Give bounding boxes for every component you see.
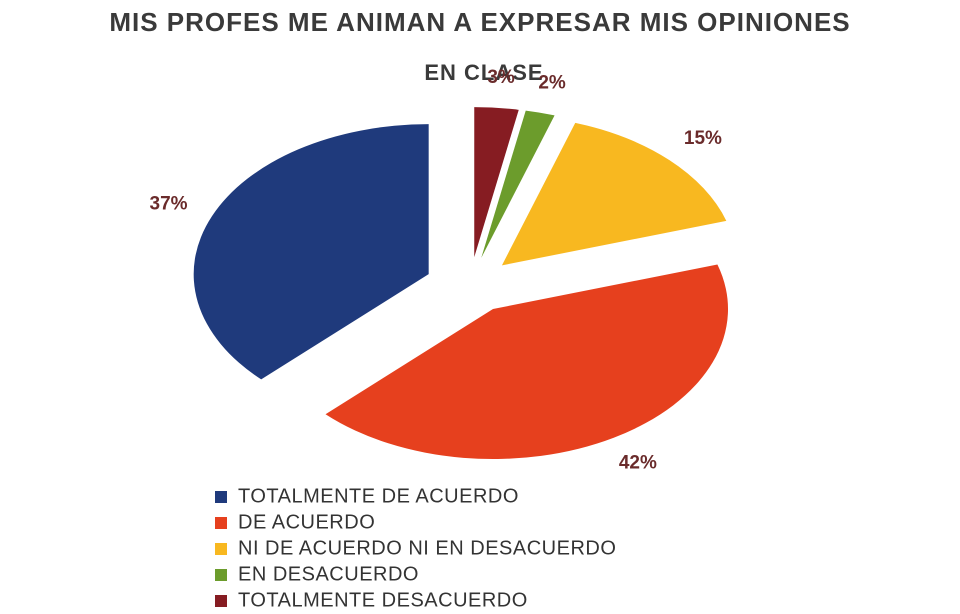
pie-slice xyxy=(325,264,729,460)
data-label: 3% xyxy=(487,67,515,88)
data-label: 15% xyxy=(684,128,722,149)
data-label: 42% xyxy=(619,452,657,473)
legend-label: DE ACUERDO xyxy=(238,511,375,533)
legend-swatch xyxy=(215,491,227,503)
legend-label: TOTALMENTE DESACUERDO xyxy=(238,589,528,609)
legend-swatch xyxy=(215,595,227,607)
legend-swatch xyxy=(215,569,227,581)
pie-slice xyxy=(501,122,727,266)
legend-swatch xyxy=(215,543,227,555)
pie-slice xyxy=(474,107,519,258)
legend-label: NI DE ACUERDO NI EN DESACUERDO xyxy=(238,537,616,559)
pie-slice xyxy=(481,110,555,258)
data-label: 37% xyxy=(150,194,188,215)
legend-label: TOTALMENTE DE ACUERDO xyxy=(238,485,519,507)
chart-title: EN CLASE xyxy=(424,60,543,85)
pie-slice xyxy=(193,124,429,380)
legend-swatch xyxy=(215,517,227,529)
chart-title: MIS PROFES ME ANIMAN A EXPRESAR MIS OPIN… xyxy=(109,7,850,37)
legend-label: EN DESACUERDO xyxy=(238,563,419,585)
data-label: 2% xyxy=(538,73,566,94)
